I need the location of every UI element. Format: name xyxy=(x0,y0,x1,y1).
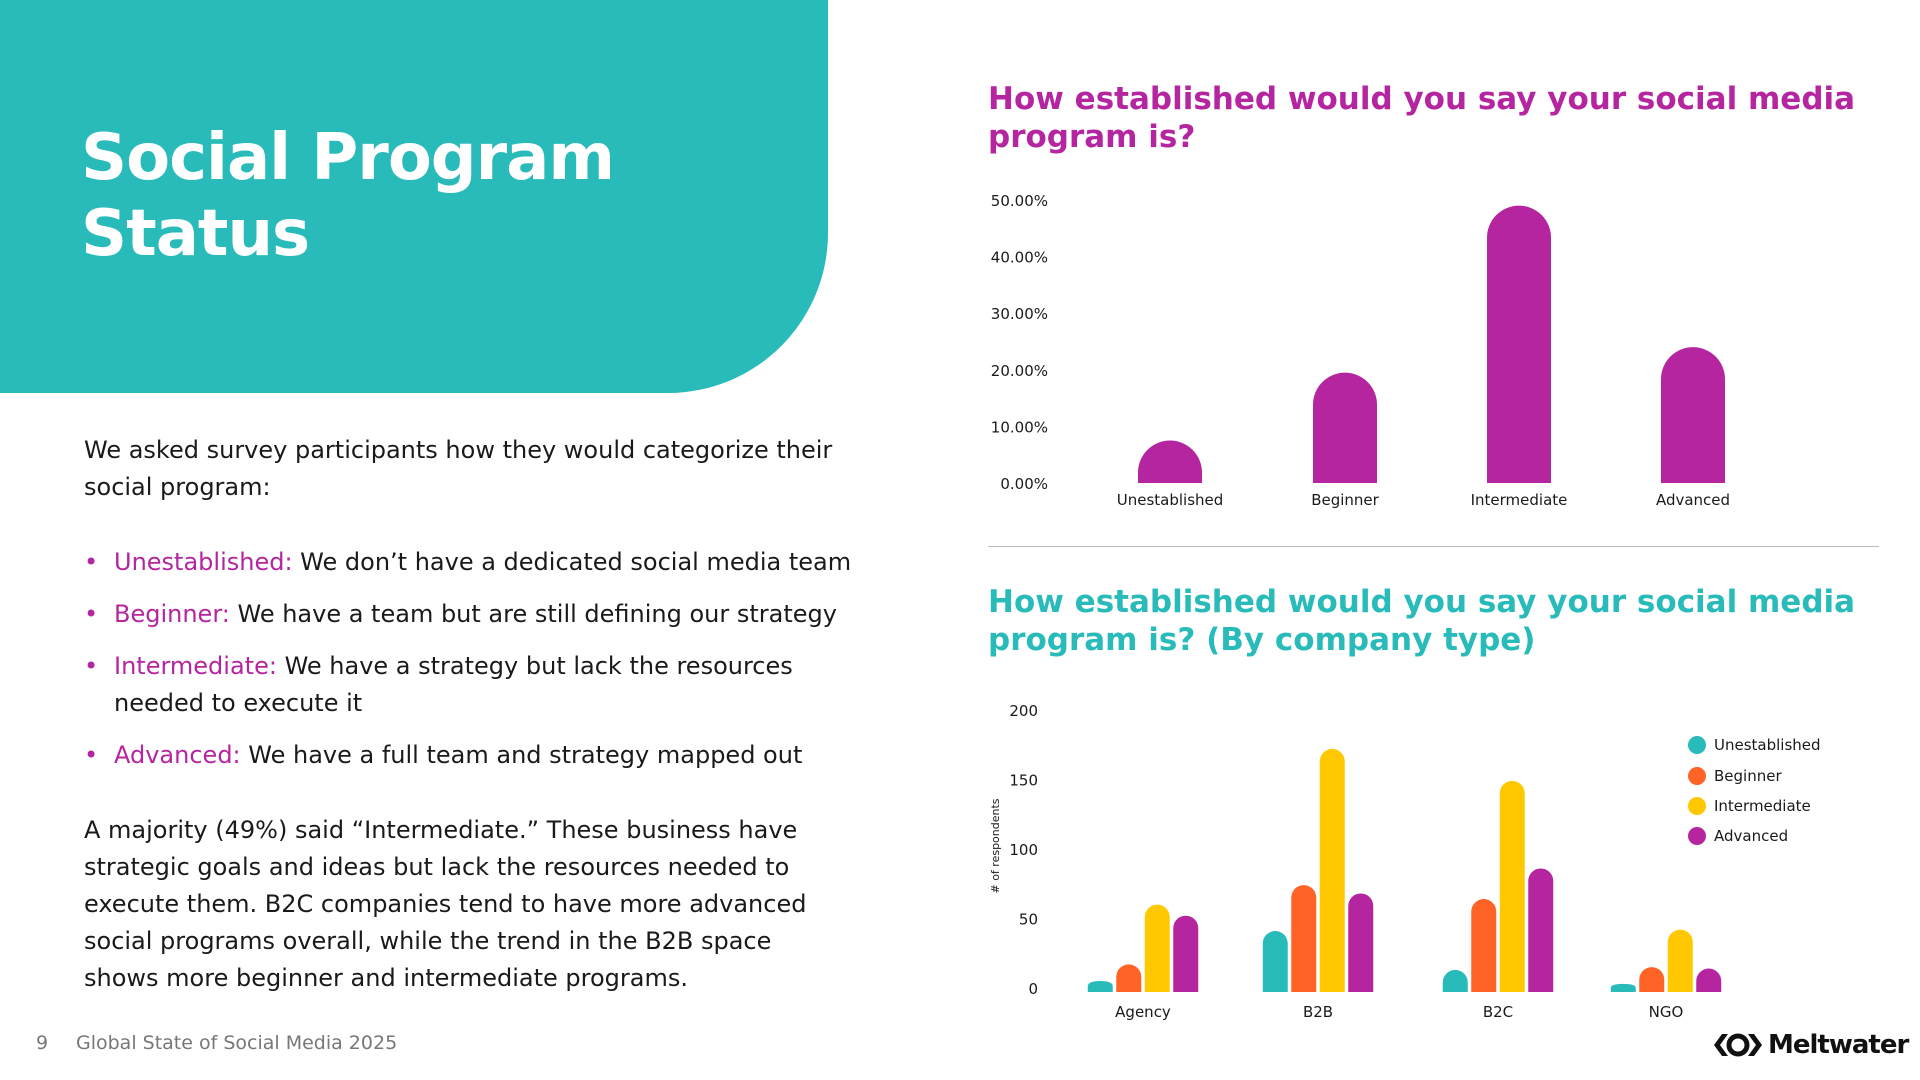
bar-b2b-advanced xyxy=(1348,893,1374,992)
term: Unestablished: xyxy=(114,548,293,576)
y-tick-label: 10.00% xyxy=(991,418,1048,436)
legend-swatch xyxy=(1688,736,1706,754)
title-line-2: Status xyxy=(81,197,310,271)
bar-ngo-beginner xyxy=(1639,967,1665,992)
bar-unestablished xyxy=(1138,440,1202,483)
page-number: 9 xyxy=(36,1032,49,1054)
y-tick-label: 0 xyxy=(1028,980,1038,998)
definition-item: Unestablished: We don’t have a dedicated… xyxy=(84,544,864,581)
bar-b2b-unestablished xyxy=(1262,931,1288,992)
bar-b2c-unestablished xyxy=(1442,969,1468,992)
legend-swatch xyxy=(1688,827,1706,845)
bar-advanced xyxy=(1661,347,1725,483)
divider xyxy=(988,546,1879,547)
bar-b2b-beginner xyxy=(1291,885,1317,992)
bar-ngo-intermediate xyxy=(1667,929,1693,992)
x-tick-label: NGO xyxy=(1649,1003,1684,1021)
y-tick-label: 30.00% xyxy=(991,305,1048,323)
y-tick-label: 50 xyxy=(1019,911,1038,929)
bar-beginner xyxy=(1313,372,1377,483)
x-tick-label: Beginner xyxy=(1311,491,1379,509)
logo-text: Meltwater xyxy=(1768,1030,1909,1060)
term: Advanced: xyxy=(114,741,241,769)
legend-label: Advanced xyxy=(1714,827,1788,845)
bar-b2c-intermediate xyxy=(1499,780,1525,992)
y-axis-label: # of respondents xyxy=(989,798,1002,893)
definition-item: Intermediate: We have a strategy but lac… xyxy=(84,648,864,722)
chart2-title: How established would you say your socia… xyxy=(988,584,1856,658)
y-tick-label: 40.00% xyxy=(991,249,1048,267)
y-tick-label: 100 xyxy=(1009,841,1038,859)
y-tick-label: 150 xyxy=(1009,772,1038,790)
y-tick-label: 0.00% xyxy=(1000,475,1048,493)
x-tick-label: B2C xyxy=(1483,1003,1513,1021)
legend-swatch xyxy=(1688,767,1706,785)
bar-b2c-advanced xyxy=(1528,868,1554,992)
term: Beginner: xyxy=(114,600,230,628)
definition-list: Unestablished: We don’t have a dedicated… xyxy=(84,544,864,789)
x-tick-label: Unestablished xyxy=(1117,491,1224,509)
bar-agency-beginner xyxy=(1116,964,1142,992)
page-title: Social Program Status xyxy=(81,120,615,272)
title-banner: Social Program Status xyxy=(0,0,828,393)
bar-ngo-unestablished xyxy=(1610,983,1636,992)
bar-agency-intermediate xyxy=(1144,904,1170,992)
publication-title: Global State of Social Media 2025 xyxy=(76,1032,398,1054)
definition-item: Advanced: We have a full team and strate… xyxy=(84,737,864,774)
meltwater-logo: Meltwater xyxy=(1712,1030,1909,1060)
legend-label: Beginner xyxy=(1714,767,1782,785)
x-tick-label: Advanced xyxy=(1656,491,1730,509)
footer: 9 Global State of Social Media 2025 xyxy=(36,1032,397,1054)
chart1-title: How established would you say your socia… xyxy=(988,81,1856,155)
definition: We have a strategy but lack the resource… xyxy=(114,652,793,717)
definition: We have a full team and strategy mapped … xyxy=(240,741,803,769)
intro-text: We asked survey participants how they wo… xyxy=(84,436,833,501)
definition-item: Beginner: We have a team but are still d… xyxy=(84,596,864,633)
bar-b2b-intermediate xyxy=(1319,748,1345,992)
x-tick-label: Intermediate xyxy=(1471,491,1568,509)
x-tick-label: B2B xyxy=(1303,1003,1333,1021)
bar-b2c-beginner xyxy=(1471,899,1497,992)
bar-intermediate xyxy=(1487,205,1551,483)
legend-label: Unestablished xyxy=(1714,736,1821,754)
bar-ngo-advanced xyxy=(1696,968,1722,992)
definition: We don’t have a dedicated social media t… xyxy=(292,548,852,576)
summary-text: A majority (49%) said “Intermediate.” Th… xyxy=(84,816,807,992)
bar-agency-advanced xyxy=(1173,915,1199,992)
eye-icon xyxy=(1714,1033,1762,1057)
y-tick-label: 200 xyxy=(1009,702,1038,720)
bar-agency-unestablished xyxy=(1087,981,1113,992)
term: Intermediate: xyxy=(114,652,277,680)
legend-label: Intermediate xyxy=(1714,797,1811,815)
y-tick-label: 50.00% xyxy=(991,192,1048,210)
definition: We have a team but are still defining ou… xyxy=(229,600,837,628)
y-tick-label: 20.00% xyxy=(991,362,1048,380)
x-tick-label: Agency xyxy=(1115,1003,1171,1021)
title-line-1: Social Program xyxy=(81,121,615,195)
legend-swatch xyxy=(1688,797,1706,815)
